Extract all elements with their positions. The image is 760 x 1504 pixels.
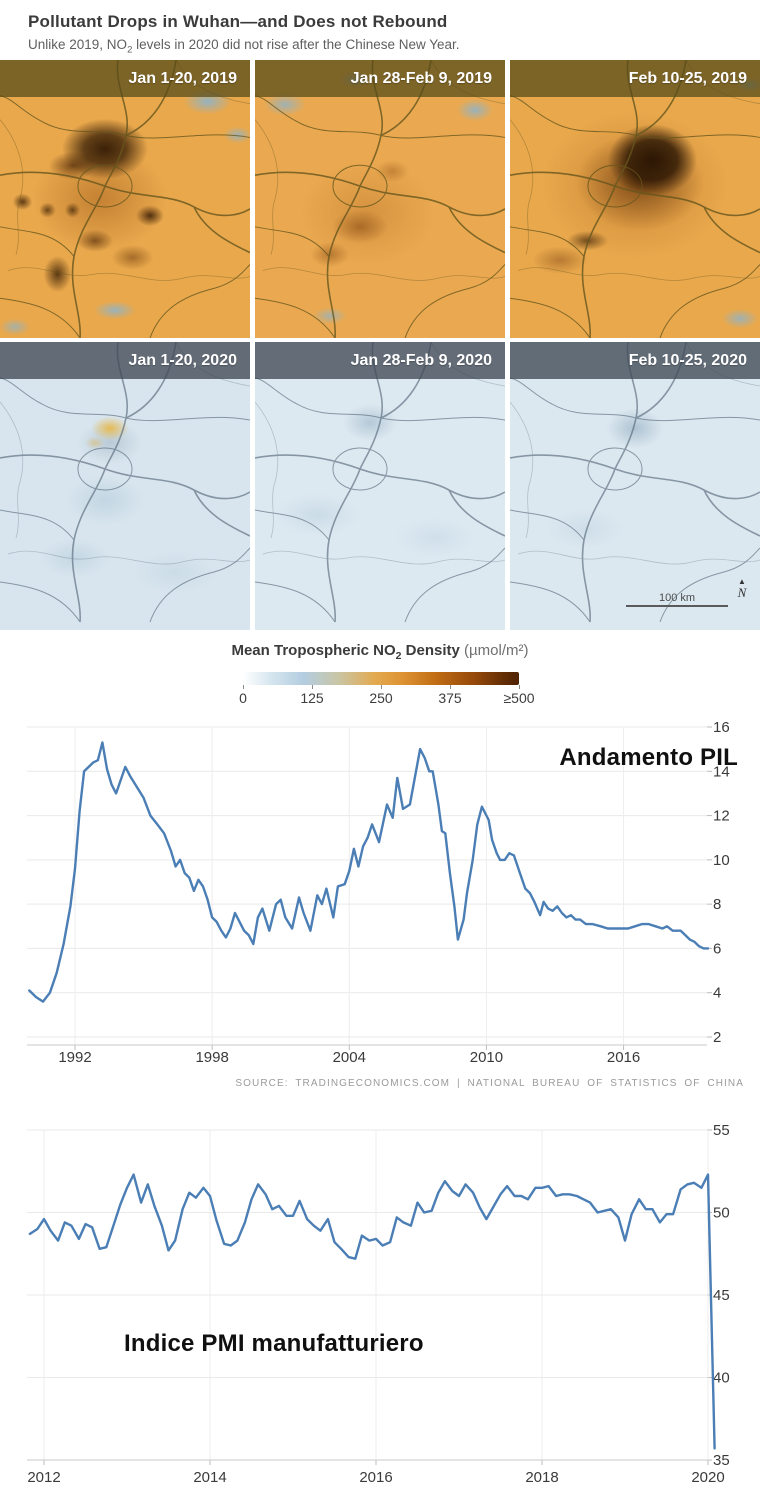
chart-source: SOURCE: TRADINGECONOMICS.COM | NATIONAL … [235, 1078, 744, 1089]
x-tick-label: 2010 [470, 1049, 503, 1064]
map-panel-jan1-20-2019: Jan 1-20, 2019 [0, 60, 250, 338]
legend-tick-mark [381, 685, 382, 689]
y-tick-label: 55 [713, 1122, 730, 1139]
y-tick-label: 8 [713, 896, 721, 913]
y-tick-label: 14 [713, 763, 730, 780]
page-title: Pollutant Drops in Wuhan—and Does not Re… [28, 12, 448, 31]
legend-tick-mark [450, 685, 451, 689]
legend-tick-mark [519, 685, 520, 689]
map-roads [255, 342, 505, 623]
legend-tick-labels: 0 125 250 375 ≥500 [239, 685, 535, 707]
map-panel-jan28-feb9-2019: Jan 28-Feb 9, 2019 [255, 60, 505, 338]
map-panel-header: Jan 28-Feb 9, 2019 [255, 60, 505, 97]
map-panel-header: Feb 10-25, 2020 [510, 342, 760, 379]
y-tick-label: 35 [713, 1452, 730, 1469]
y-tick-label: 40 [713, 1370, 730, 1387]
y-tick-label: 4 [713, 985, 721, 1002]
map-panel-header: Jan 1-20, 2019 [0, 60, 250, 97]
scale-bar-label: 100 km [658, 592, 696, 604]
map-panel-jan1-20-2020: Jan 1-20, 2020 [0, 342, 250, 630]
y-tick-label: 50 [713, 1205, 730, 1222]
header: Pollutant Drops in Wuhan—and Does not Re… [28, 12, 740, 56]
scale-bar: 100 km [626, 592, 728, 607]
map-roads [255, 60, 505, 338]
map-roads [510, 60, 760, 338]
page-subtitle: Unlike 2019, NO2 levels in 2020 did not … [28, 37, 460, 56]
map-roads [0, 342, 250, 623]
gdp-chart-plot: 2 4 6 8 10 12 14 16 1992 1998 2004 2010 2016 [27, 719, 730, 1064]
y-tick-label: 16 [713, 719, 730, 736]
north-arrow-icon: ▲ [738, 577, 746, 586]
legend-tick-label: 250 [369, 690, 393, 706]
gdp-chart: 2 4 6 8 10 12 14 16 1992 1998 2004 2010 2016 Andamen… [0, 712, 760, 1064]
map-panel-header: Jan 28-Feb 9, 2020 [255, 342, 505, 379]
legend-tick-mark [312, 685, 313, 689]
pmi-chart-plot: 35 40 45 50 55 2012 2014 2016 2018 2020 [27, 1122, 730, 1486]
pmi-chart-title: Indice PMI manufatturiero [124, 1330, 424, 1357]
map-panel-feb10-25-2019: Feb 10-25, 2019 [510, 60, 760, 338]
map-roads [510, 342, 760, 623]
x-tick-label: 2012 [27, 1469, 60, 1486]
map-panel-label: Feb 10-25, 2020 [628, 351, 747, 369]
legend-tick-label: ≥500 [503, 690, 535, 706]
data-line [28, 1173, 716, 1450]
map-panel-header: Feb 10-25, 2019 [510, 60, 760, 97]
map-roads [0, 60, 250, 338]
data-line [28, 741, 710, 1003]
scale-bar-line [626, 605, 728, 607]
y-tick-label: 12 [713, 808, 730, 825]
x-tick-label: 1992 [58, 1049, 91, 1064]
y-tick-label: 45 [713, 1287, 730, 1304]
map-panel-header: Jan 1-20, 2020 [0, 342, 250, 379]
y-tick-label: 2 [713, 1029, 721, 1046]
compass-label: N [737, 585, 747, 600]
y-tick-label: 6 [713, 940, 721, 957]
legend-gradient-bar [243, 672, 519, 685]
map-panel-label: Jan 28-Feb 9, 2019 [350, 69, 492, 87]
legend-unit: (µmol/m²) [459, 642, 529, 659]
legend-tick-label: 375 [438, 690, 462, 706]
x-tick-label: 2004 [333, 1049, 366, 1064]
y-tick-label: 10 [713, 852, 730, 869]
map-panel-label: Jan 1-20, 2020 [128, 351, 237, 369]
map-panel-label: Jan 1-20, 2019 [128, 69, 237, 87]
legend-bar-wrap: 0 125 250 375 ≥500 [239, 672, 535, 707]
x-tick-label: 2016 [607, 1049, 640, 1064]
no2-density-legend: Mean Tropospheric NO2 Density (µmol/m²) … [0, 632, 760, 712]
map-panel-jan28-feb9-2020: Jan 28-Feb 9, 2020 [255, 342, 505, 630]
x-tick-label: 2014 [193, 1469, 226, 1486]
map-grid: Jan 1-20, 2019 Jan 28-Feb 9, 2019 Feb 10… [0, 60, 760, 630]
legend-tick-label: 0 [239, 690, 247, 706]
x-tick-label: 1998 [195, 1049, 228, 1064]
legend-tick-label: 125 [300, 690, 324, 706]
x-tick-label: 2016 [359, 1469, 392, 1486]
compass: ▲ N [732, 577, 752, 600]
pmi-chart: 35 40 45 50 55 2012 2014 2016 2018 2020 Indice PM… [0, 1118, 760, 1504]
x-tick-label: 2020 [691, 1469, 724, 1486]
legend-tick-mark [243, 685, 244, 689]
map-panel-label: Feb 10-25, 2019 [628, 69, 747, 87]
x-tick-label: 2018 [525, 1469, 558, 1486]
map-panel-feb10-25-2020: Feb 10-25, 2020 100 km ▲ N [510, 342, 760, 630]
legend-title: Mean Tropospheric NO2 Density (µmol/m²) [231, 642, 529, 662]
gdp-chart-title: Andamento PIL [559, 744, 738, 771]
map-panel-label: Jan 28-Feb 9, 2020 [350, 351, 492, 369]
